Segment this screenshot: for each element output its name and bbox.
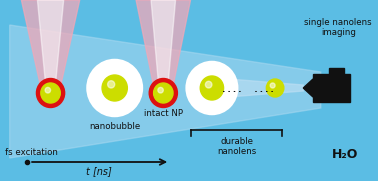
- Circle shape: [205, 81, 212, 88]
- Text: t [ns]: t [ns]: [86, 166, 112, 176]
- Polygon shape: [313, 74, 350, 102]
- Circle shape: [87, 60, 142, 116]
- Polygon shape: [303, 79, 313, 97]
- Circle shape: [153, 83, 173, 103]
- Circle shape: [149, 79, 177, 108]
- Polygon shape: [10, 25, 321, 158]
- Circle shape: [200, 76, 223, 100]
- Circle shape: [102, 75, 127, 101]
- Polygon shape: [22, 0, 80, 105]
- Text: nanobubble: nanobubble: [89, 122, 140, 131]
- Text: H₂O: H₂O: [332, 148, 358, 161]
- Polygon shape: [37, 0, 64, 105]
- Polygon shape: [136, 0, 191, 105]
- Circle shape: [158, 87, 163, 93]
- Circle shape: [45, 87, 51, 93]
- Polygon shape: [328, 68, 344, 74]
- Text: intact NP: intact NP: [144, 109, 183, 118]
- Circle shape: [187, 62, 237, 114]
- Circle shape: [36, 79, 65, 108]
- Circle shape: [270, 83, 275, 88]
- Text: ....  ....: .... ....: [221, 85, 275, 94]
- Text: durable
nanolens: durable nanolens: [217, 137, 256, 156]
- Polygon shape: [204, 77, 303, 99]
- Circle shape: [266, 79, 284, 97]
- Circle shape: [108, 81, 115, 88]
- Polygon shape: [151, 0, 175, 105]
- Text: fs excitation: fs excitation: [5, 148, 58, 157]
- Text: single nanolens
imaging: single nanolens imaging: [304, 18, 372, 37]
- Circle shape: [41, 83, 60, 103]
